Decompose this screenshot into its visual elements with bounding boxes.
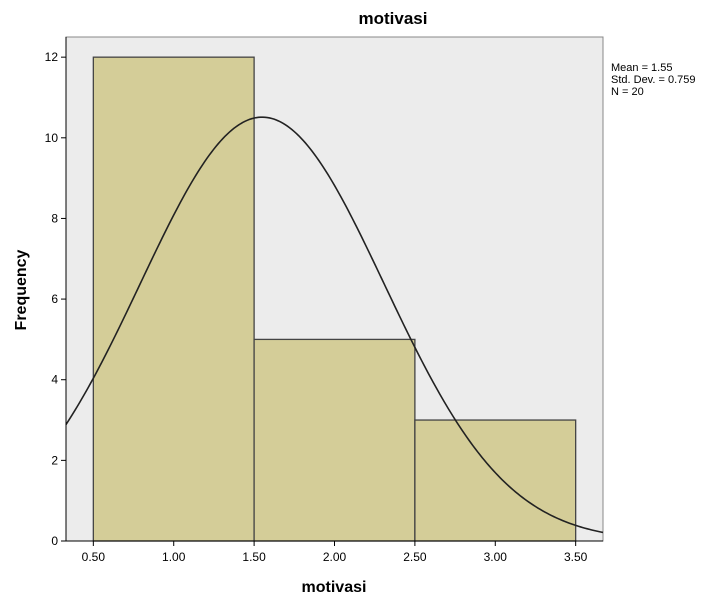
histogram-bar-2: [253, 338, 416, 542]
histogram-bar-1: [92, 56, 255, 542]
x-tick-label: 2.50: [403, 550, 427, 564]
y-tick-label: 6: [51, 292, 58, 306]
y-tick-label: 0: [51, 534, 58, 548]
x-tick-label: 2.00: [323, 550, 347, 564]
histogram-bar-3: [414, 419, 577, 542]
y-tick-label: 4: [51, 373, 58, 387]
stat-mean: Mean = 1.55: [611, 62, 672, 74]
y-tick-label: 12: [45, 50, 59, 64]
axes-group: 0 2 4 6 8 10 12 0.50 1.00 1.50 2.00 2.50 3.00 3.50: [45, 37, 603, 564]
y-axis-label: Frequency: [13, 249, 30, 330]
bars-group: [92, 56, 577, 542]
x-axis-label: motivasi: [302, 579, 367, 596]
x-tick-label: 3.00: [484, 550, 508, 564]
y-tick-label: 8: [51, 211, 58, 225]
x-tick-label: 3.50: [564, 550, 588, 564]
stat-n: N = 20: [611, 86, 644, 98]
stats-box: Mean = 1.55 Std. Dev. = 0.759 N = 20: [611, 62, 696, 98]
x-tick-label: 1.00: [162, 550, 186, 564]
y-tick-label: 2: [51, 453, 58, 467]
stat-std-dev: Std. Dev. = 0.759: [611, 74, 696, 86]
chart-title: motivasi: [359, 9, 428, 28]
normal-curve: [65, 116, 604, 534]
x-tick-label: 1.50: [242, 550, 266, 564]
y-tick-label: 10: [45, 131, 59, 145]
x-tick-label: 0.50: [82, 550, 106, 564]
